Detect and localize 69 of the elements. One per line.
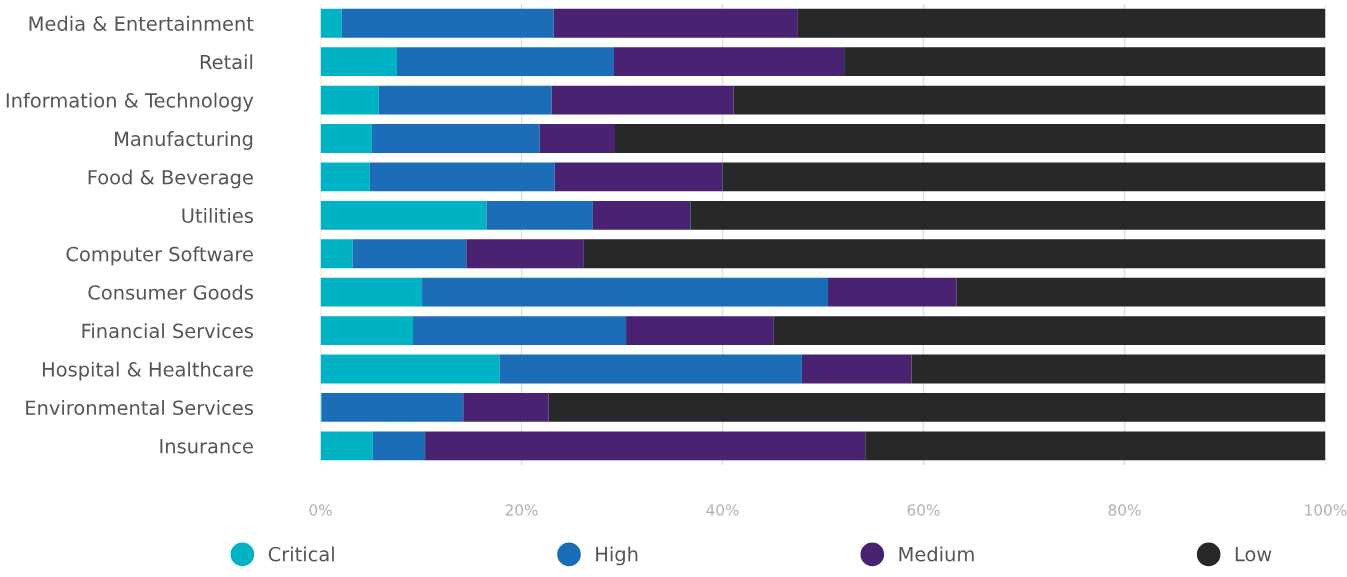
bar — [352, 239, 467, 269]
bar — [413, 316, 627, 345]
x-tick-label: 40% — [706, 504, 739, 516]
bar — [626, 316, 774, 345]
bar — [486, 200, 593, 230]
y-tick-label: Manufacturing — [115, 131, 253, 150]
bar — [828, 277, 957, 307]
y-tick-label: Retail — [200, 54, 253, 70]
bar — [592, 200, 691, 230]
y-tick-label: Financial Services — [82, 323, 253, 339]
bar — [320, 354, 500, 384]
bar — [614, 47, 845, 77]
bar — [341, 8, 554, 38]
bar — [463, 393, 549, 422]
y-tick-label: Utilities — [182, 207, 253, 224]
bar — [320, 431, 373, 461]
bar — [733, 85, 1326, 115]
bar — [320, 277, 423, 307]
bar — [320, 8, 342, 38]
x-tick-label: 0% — [309, 504, 332, 516]
x-tick-label: 100% — [1305, 504, 1347, 516]
bar — [539, 124, 616, 153]
bar — [320, 239, 353, 269]
legend-label: Medium — [899, 546, 974, 562]
bar — [466, 239, 584, 269]
bar — [320, 162, 370, 192]
y-tick-label: Information & Technology — [6, 92, 254, 112]
y-tick-label: Consumer Goods — [88, 284, 253, 300]
bar — [554, 162, 723, 192]
bar — [553, 8, 798, 38]
y-tick-label: Environmental Services — [26, 400, 253, 416]
bar — [956, 277, 1326, 307]
bar — [321, 393, 464, 422]
legend-label: High — [596, 546, 638, 566]
bar — [499, 354, 802, 384]
x-tick-label: 80% — [1108, 504, 1141, 516]
bar — [396, 47, 615, 77]
bar — [797, 8, 1326, 38]
y-tick-label: Food & Beverage — [88, 169, 253, 189]
bar — [320, 124, 372, 153]
bar — [583, 239, 1326, 269]
bar — [320, 47, 397, 77]
legend-label: Critical — [268, 546, 334, 562]
bar — [551, 85, 734, 115]
bar — [369, 162, 555, 192]
y-tick-label: Hospital & Healthcare — [42, 361, 253, 381]
bar — [844, 47, 1326, 77]
bar — [722, 162, 1326, 192]
bar — [320, 200, 487, 230]
bar — [371, 124, 540, 153]
y-tick-label: Insurance — [160, 439, 253, 454]
bar — [801, 354, 912, 384]
bar — [425, 431, 866, 461]
x-tick-label: 60% — [907, 504, 940, 516]
bar — [911, 354, 1326, 384]
bar — [320, 85, 379, 115]
x-tick-label: 20% — [505, 504, 538, 516]
bar — [865, 431, 1326, 461]
legend-label: Low — [1235, 547, 1272, 562]
bar — [422, 277, 829, 307]
bar — [372, 431, 426, 461]
bar — [548, 393, 1326, 422]
bar — [615, 124, 1326, 153]
bar — [690, 200, 1326, 230]
y-tick-label: Computer Software — [66, 246, 253, 266]
bar — [773, 316, 1326, 345]
y-tick-label: Media & Entertainment — [29, 15, 254, 31]
bar — [320, 316, 414, 345]
bar — [378, 85, 552, 115]
